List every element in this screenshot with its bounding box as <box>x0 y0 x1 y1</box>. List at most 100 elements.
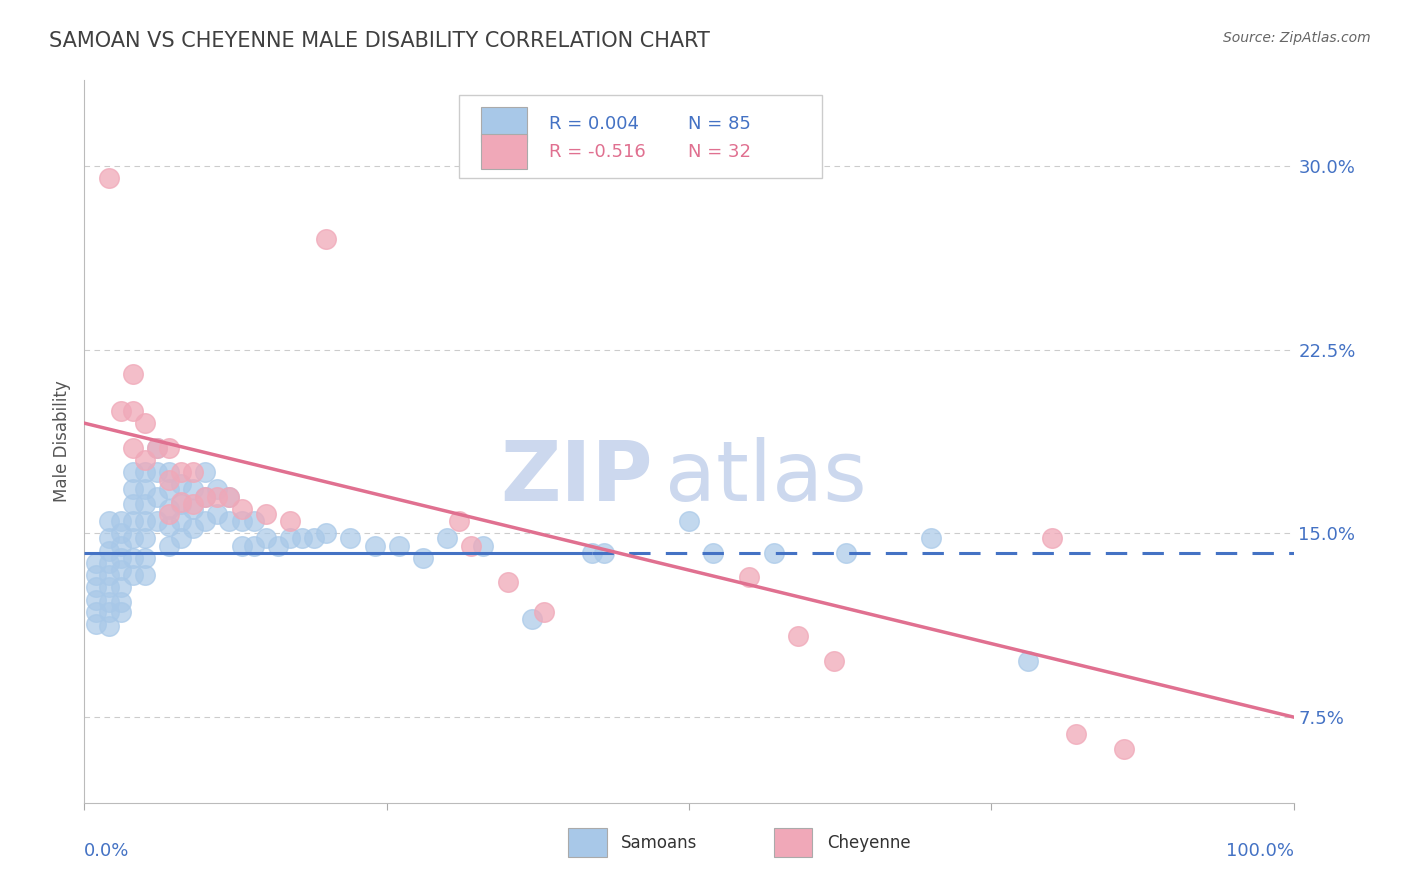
Point <box>110 514 132 528</box>
Point <box>121 441 143 455</box>
FancyBboxPatch shape <box>568 828 607 857</box>
Point <box>121 497 143 511</box>
Point <box>449 514 471 528</box>
Point <box>157 473 180 487</box>
Point <box>97 619 120 633</box>
Point <box>97 580 120 594</box>
Point <box>520 612 543 626</box>
Point <box>170 494 193 508</box>
Point <box>207 507 229 521</box>
Point <box>157 519 180 533</box>
Point <box>181 521 204 535</box>
Point <box>157 507 180 521</box>
Point <box>181 502 204 516</box>
Point <box>170 477 193 491</box>
Point <box>121 367 143 381</box>
Point <box>86 556 108 570</box>
Point <box>121 483 143 497</box>
Point <box>762 546 785 560</box>
Point <box>1017 654 1039 668</box>
Point <box>146 465 169 479</box>
Point <box>110 550 132 565</box>
Text: Source: ZipAtlas.com: Source: ZipAtlas.com <box>1223 31 1371 45</box>
Point <box>194 490 217 504</box>
Text: 0.0%: 0.0% <box>84 842 129 860</box>
Point <box>242 539 264 553</box>
Point <box>823 654 845 668</box>
Point <box>134 550 156 565</box>
Point <box>388 539 411 553</box>
Text: SAMOAN VS CHEYENNE MALE DISABILITY CORRELATION CHART: SAMOAN VS CHEYENNE MALE DISABILITY CORRE… <box>49 31 710 51</box>
Point <box>1040 531 1063 545</box>
Point <box>460 539 482 553</box>
Text: N = 85: N = 85 <box>688 115 751 133</box>
Point <box>593 546 616 560</box>
Point <box>97 605 120 619</box>
Point <box>110 526 132 541</box>
Point <box>146 441 169 455</box>
Point <box>207 483 229 497</box>
Point <box>157 483 180 497</box>
Point <box>786 629 808 643</box>
Point <box>157 441 180 455</box>
Point <box>134 416 156 430</box>
Point <box>86 568 108 582</box>
Point <box>496 575 519 590</box>
Point <box>231 539 253 553</box>
Point <box>231 502 253 516</box>
Point <box>157 539 180 553</box>
Point <box>702 546 724 560</box>
Point <box>581 546 603 560</box>
Point <box>291 531 314 545</box>
Point <box>170 465 193 479</box>
Point <box>134 465 156 479</box>
Point <box>678 514 700 528</box>
Point <box>181 497 204 511</box>
Point <box>363 539 385 553</box>
Text: Samoans: Samoans <box>621 833 697 852</box>
Point <box>146 441 169 455</box>
Point <box>181 465 204 479</box>
Point <box>315 526 337 541</box>
Point <box>86 605 108 619</box>
Point <box>218 490 240 504</box>
Point <box>86 592 108 607</box>
Point <box>121 514 143 528</box>
Point <box>738 570 761 584</box>
Point <box>86 580 108 594</box>
Point <box>170 514 193 528</box>
Point <box>146 514 169 528</box>
Point <box>110 404 132 418</box>
Point <box>110 605 132 619</box>
Point <box>134 497 156 511</box>
Y-axis label: Male Disability: Male Disability <box>53 381 72 502</box>
Point <box>97 595 120 609</box>
Text: 100.0%: 100.0% <box>1226 842 1294 860</box>
Point <box>472 539 495 553</box>
Point <box>267 539 290 553</box>
Point <box>1064 727 1087 741</box>
Point <box>97 543 120 558</box>
Point <box>254 531 277 545</box>
Text: atlas: atlas <box>665 437 866 518</box>
Point <box>110 580 132 594</box>
Point <box>315 232 337 246</box>
Point <box>121 404 143 418</box>
Point <box>110 539 132 553</box>
Point <box>194 514 217 528</box>
FancyBboxPatch shape <box>460 95 823 178</box>
Point <box>254 507 277 521</box>
Point <box>134 483 156 497</box>
Point <box>134 453 156 467</box>
Point <box>170 497 193 511</box>
Text: N = 32: N = 32 <box>688 143 751 161</box>
Text: R = -0.516: R = -0.516 <box>548 143 645 161</box>
Point <box>920 531 942 545</box>
Point <box>436 531 458 545</box>
Point <box>302 531 325 545</box>
Point <box>170 531 193 545</box>
Point <box>339 531 361 545</box>
Point <box>218 490 240 504</box>
Point <box>134 568 156 582</box>
Point <box>218 514 240 528</box>
